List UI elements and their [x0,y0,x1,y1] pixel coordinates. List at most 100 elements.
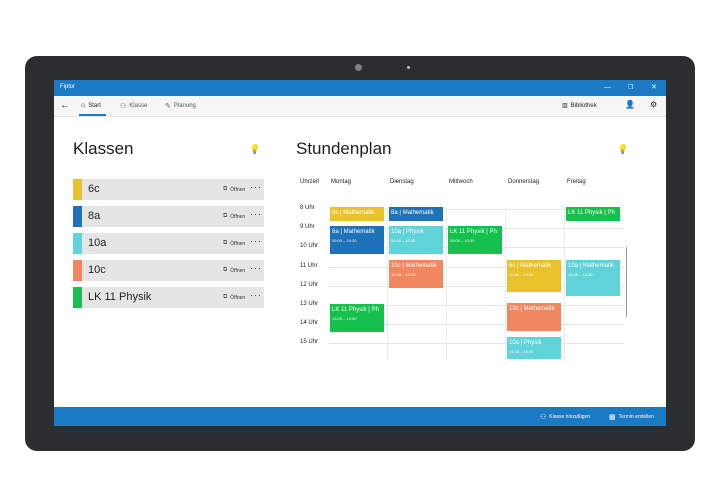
schedule-event[interactable]: 10a | Mathematik 10:45 – 13:30 [566,260,620,296]
open-icon: ⧉ [223,186,228,192]
nav-bar: ← ⌂ Start ⚇ Klasse ✎ Planung ▥ Bibliothe… [54,96,666,117]
time-header: Uhrzeit [300,179,320,185]
active-tab-indicator [79,114,106,116]
schedule-event[interactable]: LK 11 Physik | Ph 09:00 – 10:30 [448,226,502,254]
class-color-bar [73,260,82,281]
calendar-icon: ▦ [609,414,616,421]
day-divider [564,210,565,360]
open-label: Öffnen [230,213,246,220]
open-icon: ⧉ [223,294,228,300]
event-title: 6c | Mathematik [509,263,552,269]
add-person-icon: ⚇ [540,414,547,421]
day-header: Freitag [567,179,586,185]
class-name: 8a [88,210,101,222]
event-title: 10a | Physik [391,229,424,235]
schedule-event[interactable]: 6c | Mathematik 10:45 – 13:00 [507,260,561,292]
class-name: 10c [88,264,106,276]
open-class-button[interactable]: ⧉ Öffnen [223,240,245,247]
open-icon: ⧉ [223,240,228,246]
schedule-event[interactable]: 10a | Physik 09:00 – 10:30 [389,226,443,254]
create-event-label: Termin erstellen [618,414,654,420]
event-time: 14:45 – 15:15 [509,349,534,354]
app-window: Fiplor — ❐ ✕ ← ⌂ Start ⚇ Klasse ✎ Planun… [54,80,666,426]
schedule-event[interactable]: 8a | Mathematik 09:00 – 10:30 [330,226,384,254]
title-bar: Fiplor — ❐ ✕ [54,80,666,96]
hour-label: 14 Uhr [300,320,319,326]
tab-klasse[interactable]: ⚇ Klasse [120,102,147,110]
close-icon[interactable]: ✕ [651,84,657,91]
event-time: 09:00 – 10:30 [332,238,357,243]
sensor-dot [407,66,410,69]
tab-start[interactable]: ⌂ Start [81,102,101,109]
class-row[interactable]: LK 11 Physik ⧉ Öffnen ··· [73,287,264,308]
classes-title: Klassen [73,139,134,158]
tab-planung-label: Planung [173,103,196,109]
tab-planung[interactable]: ✎ Planung [165,102,196,110]
scrollbar[interactable] [626,247,627,317]
class-color-bar [73,206,82,227]
open-class-button[interactable]: ⧉ Öffnen [223,267,245,274]
schedule-event[interactable]: LK 11 Physik | Ph 13:00 – 14:30 [330,304,384,332]
open-class-button[interactable]: ⧉ Öffnen [223,213,245,220]
open-class-button[interactable]: ⧉ Öffnen [223,294,245,301]
library-button[interactable]: ▥ Bibliothek [562,102,597,110]
tab-klasse-label: Klasse [129,103,148,109]
day-divider [446,210,447,360]
open-label: Öffnen [230,294,246,301]
hour-gridline [329,305,624,306]
lightbulb-icon[interactable]: 💡 [617,144,629,154]
schedule-event[interactable]: 10c | Mathematik 10:45 – 12:15 [389,260,443,288]
open-icon: ⧉ [223,267,228,273]
class-color-bar [73,179,82,200]
class-row[interactable]: 10c ⧉ Öffnen ··· [73,260,264,281]
schedule-event[interactable]: 8a | Mathematik [389,207,443,221]
lightbulb-icon[interactable]: 💡 [249,144,261,154]
event-time: 09:00 – 10:30 [391,238,416,243]
class-name: 6c [88,183,100,195]
class-name: LK 11 Physik [88,291,152,303]
gear-icon[interactable]: ⚙ [650,100,658,109]
more-options-icon[interactable]: ··· [250,236,262,246]
schedule-event[interactable]: 6c | Mathematik [330,207,384,221]
user-icon[interactable]: 👤 [625,100,635,109]
create-event-button[interactable]: ▦ Termin erstellen [609,413,654,421]
add-class-button[interactable]: ⚇ Klasse hinzufügen [540,413,590,421]
class-row[interactable]: 8a ⧉ Öffnen ··· [73,206,264,227]
event-title: 10c | Mathematik [509,306,555,312]
schedule-event[interactable]: 10c | Mathematik [507,303,561,331]
class-color-bar [73,287,82,308]
app-title: Fiplor [60,84,76,90]
open-class-button[interactable]: ⧉ Öffnen [223,186,245,193]
home-icon: ⌂ [81,102,86,109]
maximize-icon[interactable]: ❐ [628,85,634,91]
class-row[interactable]: 6c ⧉ Öffnen ··· [73,179,264,200]
class-row[interactable]: 10a ⧉ Öffnen ··· [73,233,264,254]
hour-label: 15 Uhr [300,339,319,345]
schedule-event[interactable]: LK 11 Physik | Ph [566,207,620,221]
hour-label: 11 Uhr [300,263,318,269]
event-title: 8a | Mathematik [332,229,375,235]
day-header: Mittwoch [449,179,473,185]
more-options-icon[interactable]: ··· [250,209,262,219]
hour-label: 9 Uhr [300,224,315,230]
event-title: LK 11 Physik | Ph [332,307,379,313]
more-options-icon[interactable]: ··· [250,182,262,192]
back-arrow-icon[interactable]: ← [60,100,70,111]
class-name: 10a [88,237,107,249]
event-title: 6c | Mathematik [332,210,375,216]
event-time: 09:00 – 10:30 [450,238,475,243]
day-header: Donnerstag [508,179,540,185]
schedule-event[interactable]: 10a | Physik 14:45 – 15:15 [507,337,561,359]
event-time: 10:45 – 13:00 [509,272,534,277]
add-class-label: Klasse hinzufügen [549,414,591,420]
day-divider [505,210,506,360]
schedule-title: Stundenplan [296,139,392,158]
minimize-icon[interactable]: — [604,84,611,91]
more-options-icon[interactable]: ··· [250,290,262,300]
hour-label: 12 Uhr [300,282,319,288]
hour-gridline [329,343,624,344]
more-options-icon[interactable]: ··· [250,263,262,273]
event-title: 10a | Physik [509,340,542,346]
open-label: Öffnen [230,240,246,247]
bottom-app-bar: ⚇ Klasse hinzufügen ▦ Termin erstellen [54,407,666,426]
